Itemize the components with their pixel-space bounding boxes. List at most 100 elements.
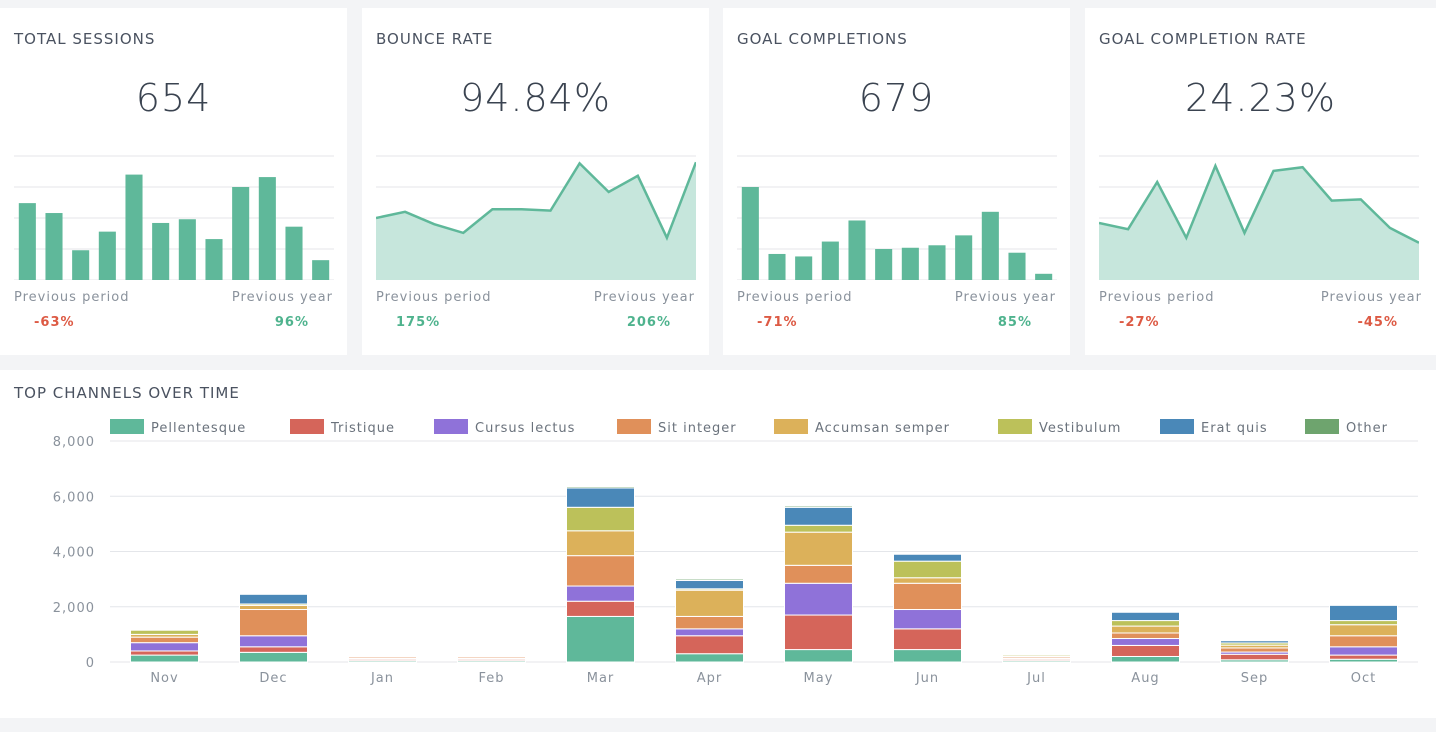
x-tick-label: Jul <box>1026 671 1046 686</box>
spark-bar <box>955 235 973 280</box>
legend-swatch <box>774 419 808 434</box>
legend-label: Pellentesque <box>151 421 246 436</box>
legend-label: Vestibulum <box>1039 421 1121 436</box>
stacked-bar-segment <box>784 505 853 508</box>
stacked-bar-segment <box>566 530 635 557</box>
stacked-bar-segment <box>566 555 635 587</box>
stacked-bar-segment <box>1329 604 1398 622</box>
spark-bar <box>72 250 90 280</box>
x-tick-label: Aug <box>1131 671 1159 686</box>
y-tick-label: 4,000 <box>53 546 95 561</box>
spark-bar <box>312 260 330 280</box>
x-tick-label: Jun <box>915 671 939 686</box>
stacked-bar-segment <box>1329 620 1398 626</box>
stacked-bar-segment <box>893 649 962 663</box>
y-tick-label: 8,000 <box>53 435 95 450</box>
spark-bar <box>125 174 143 280</box>
legend-swatch <box>998 419 1032 434</box>
spark-bar <box>285 226 303 280</box>
stacked-bar-segment <box>1111 644 1180 657</box>
spark-bar <box>875 249 893 280</box>
spark-bar <box>768 253 786 280</box>
legend-swatch <box>290 419 324 434</box>
previous-year-label: Previous year <box>954 290 1056 305</box>
stacked-bar-segment <box>1111 655 1180 663</box>
x-tick-label: Mar <box>587 671 615 686</box>
spark-area <box>376 162 696 280</box>
spark-bar <box>258 177 276 280</box>
x-tick-label: Sep <box>1241 671 1269 686</box>
stacked-bar-segment <box>1220 640 1289 644</box>
previous-year-label: Previous year <box>1320 290 1422 305</box>
spark-bar <box>1008 252 1026 280</box>
stacked-bar-segment <box>130 636 199 644</box>
x-tick-label: Feb <box>478 671 504 686</box>
previous-year-label: Previous year <box>593 290 695 305</box>
stacked-bar-segment <box>784 564 853 584</box>
legend-swatch <box>617 419 651 434</box>
stacked-bar-segment <box>1002 653 1071 656</box>
kpi-card-total-sessions: TOTAL SESSIONS 654 Previous period Previ… <box>0 8 347 355</box>
legend-label: Other <box>1346 421 1388 436</box>
sparkline-chart <box>737 155 1057 280</box>
top-channels-panel: 0 2,000 4,000 6,000 8,000 Nov Dec Jan Feb Mar Apr M… <box>0 370 1436 718</box>
x-tick-label: Jan <box>370 671 394 686</box>
sparkline-chart <box>376 155 696 280</box>
legend-label: Cursus lectus <box>475 421 575 436</box>
x-tick-label: May <box>804 671 834 686</box>
stacked-bar-segment <box>1111 638 1180 646</box>
stacked-bar-segment <box>675 580 744 590</box>
stacked-bar-segment <box>1329 646 1398 656</box>
stacked-bar-segment <box>1111 625 1180 634</box>
legend-swatch <box>1305 419 1339 434</box>
legend-swatch <box>1160 419 1194 434</box>
previous-year-change: 206% <box>626 315 671 330</box>
spark-bar <box>98 231 116 280</box>
spark-bar <box>178 219 196 280</box>
stacked-bar-segment <box>130 629 199 635</box>
stacked-bar-segment <box>784 582 853 616</box>
stacked-bar-segment <box>457 654 526 656</box>
card-value: 654 <box>135 76 212 120</box>
legend-item: Cursus lectus <box>434 419 575 436</box>
previous-year-label: Previous year <box>231 290 333 305</box>
stacked-bar-segment <box>893 560 962 579</box>
previous-period-label: Previous period <box>14 290 130 305</box>
stacked-bar-segment <box>566 615 635 663</box>
stacked-bar-segment <box>1111 632 1180 640</box>
spark-area <box>1099 165 1419 280</box>
stacked-bar-segment <box>675 615 744 630</box>
previous-year-change: 96% <box>274 315 309 330</box>
spark-bar <box>821 241 839 280</box>
spark-line <box>1099 162 1419 244</box>
stacked-bar-segment <box>130 650 199 656</box>
stacked-bar-segment <box>893 553 962 562</box>
spark-bar <box>848 220 866 280</box>
spark-bar <box>741 187 759 280</box>
stacked-bar-segment <box>1329 624 1398 637</box>
spark-bar <box>205 239 223 280</box>
x-tick-label: Apr <box>697 671 723 686</box>
legend-item: Sit integer <box>617 419 736 436</box>
stacked-bar-segment <box>675 589 744 617</box>
stacked-bar-segment <box>130 642 199 652</box>
x-tick-label: Oct <box>1351 671 1376 686</box>
spark-bar <box>901 247 919 280</box>
stacked-bar-segment <box>893 577 962 584</box>
stacked-bar-segment <box>239 593 308 605</box>
previous-period-change: -71% <box>757 315 798 330</box>
previous-period-label: Previous period <box>737 290 853 305</box>
legend-label: Tristique <box>330 421 395 436</box>
card-value: 24.23% <box>1185 76 1336 120</box>
stacked-bar-segment <box>348 654 417 656</box>
kpi-card-bounce-rate: BOUNCE RATE 94.84% Previous period Previ… <box>362 8 709 355</box>
stacked-bar-segment <box>1220 653 1289 661</box>
panel-title: TOP CHANNELS OVER TIME <box>14 384 240 402</box>
legend-swatch <box>434 419 468 434</box>
stacked-bar-segment <box>566 600 635 617</box>
stacked-bar-segment <box>893 582 962 611</box>
stacked-bar-segment <box>784 649 853 663</box>
legend-item: Erat quis <box>1160 419 1267 436</box>
card-title: GOAL COMPLETIONS <box>737 30 908 48</box>
stacked-bar-segment <box>675 578 744 582</box>
